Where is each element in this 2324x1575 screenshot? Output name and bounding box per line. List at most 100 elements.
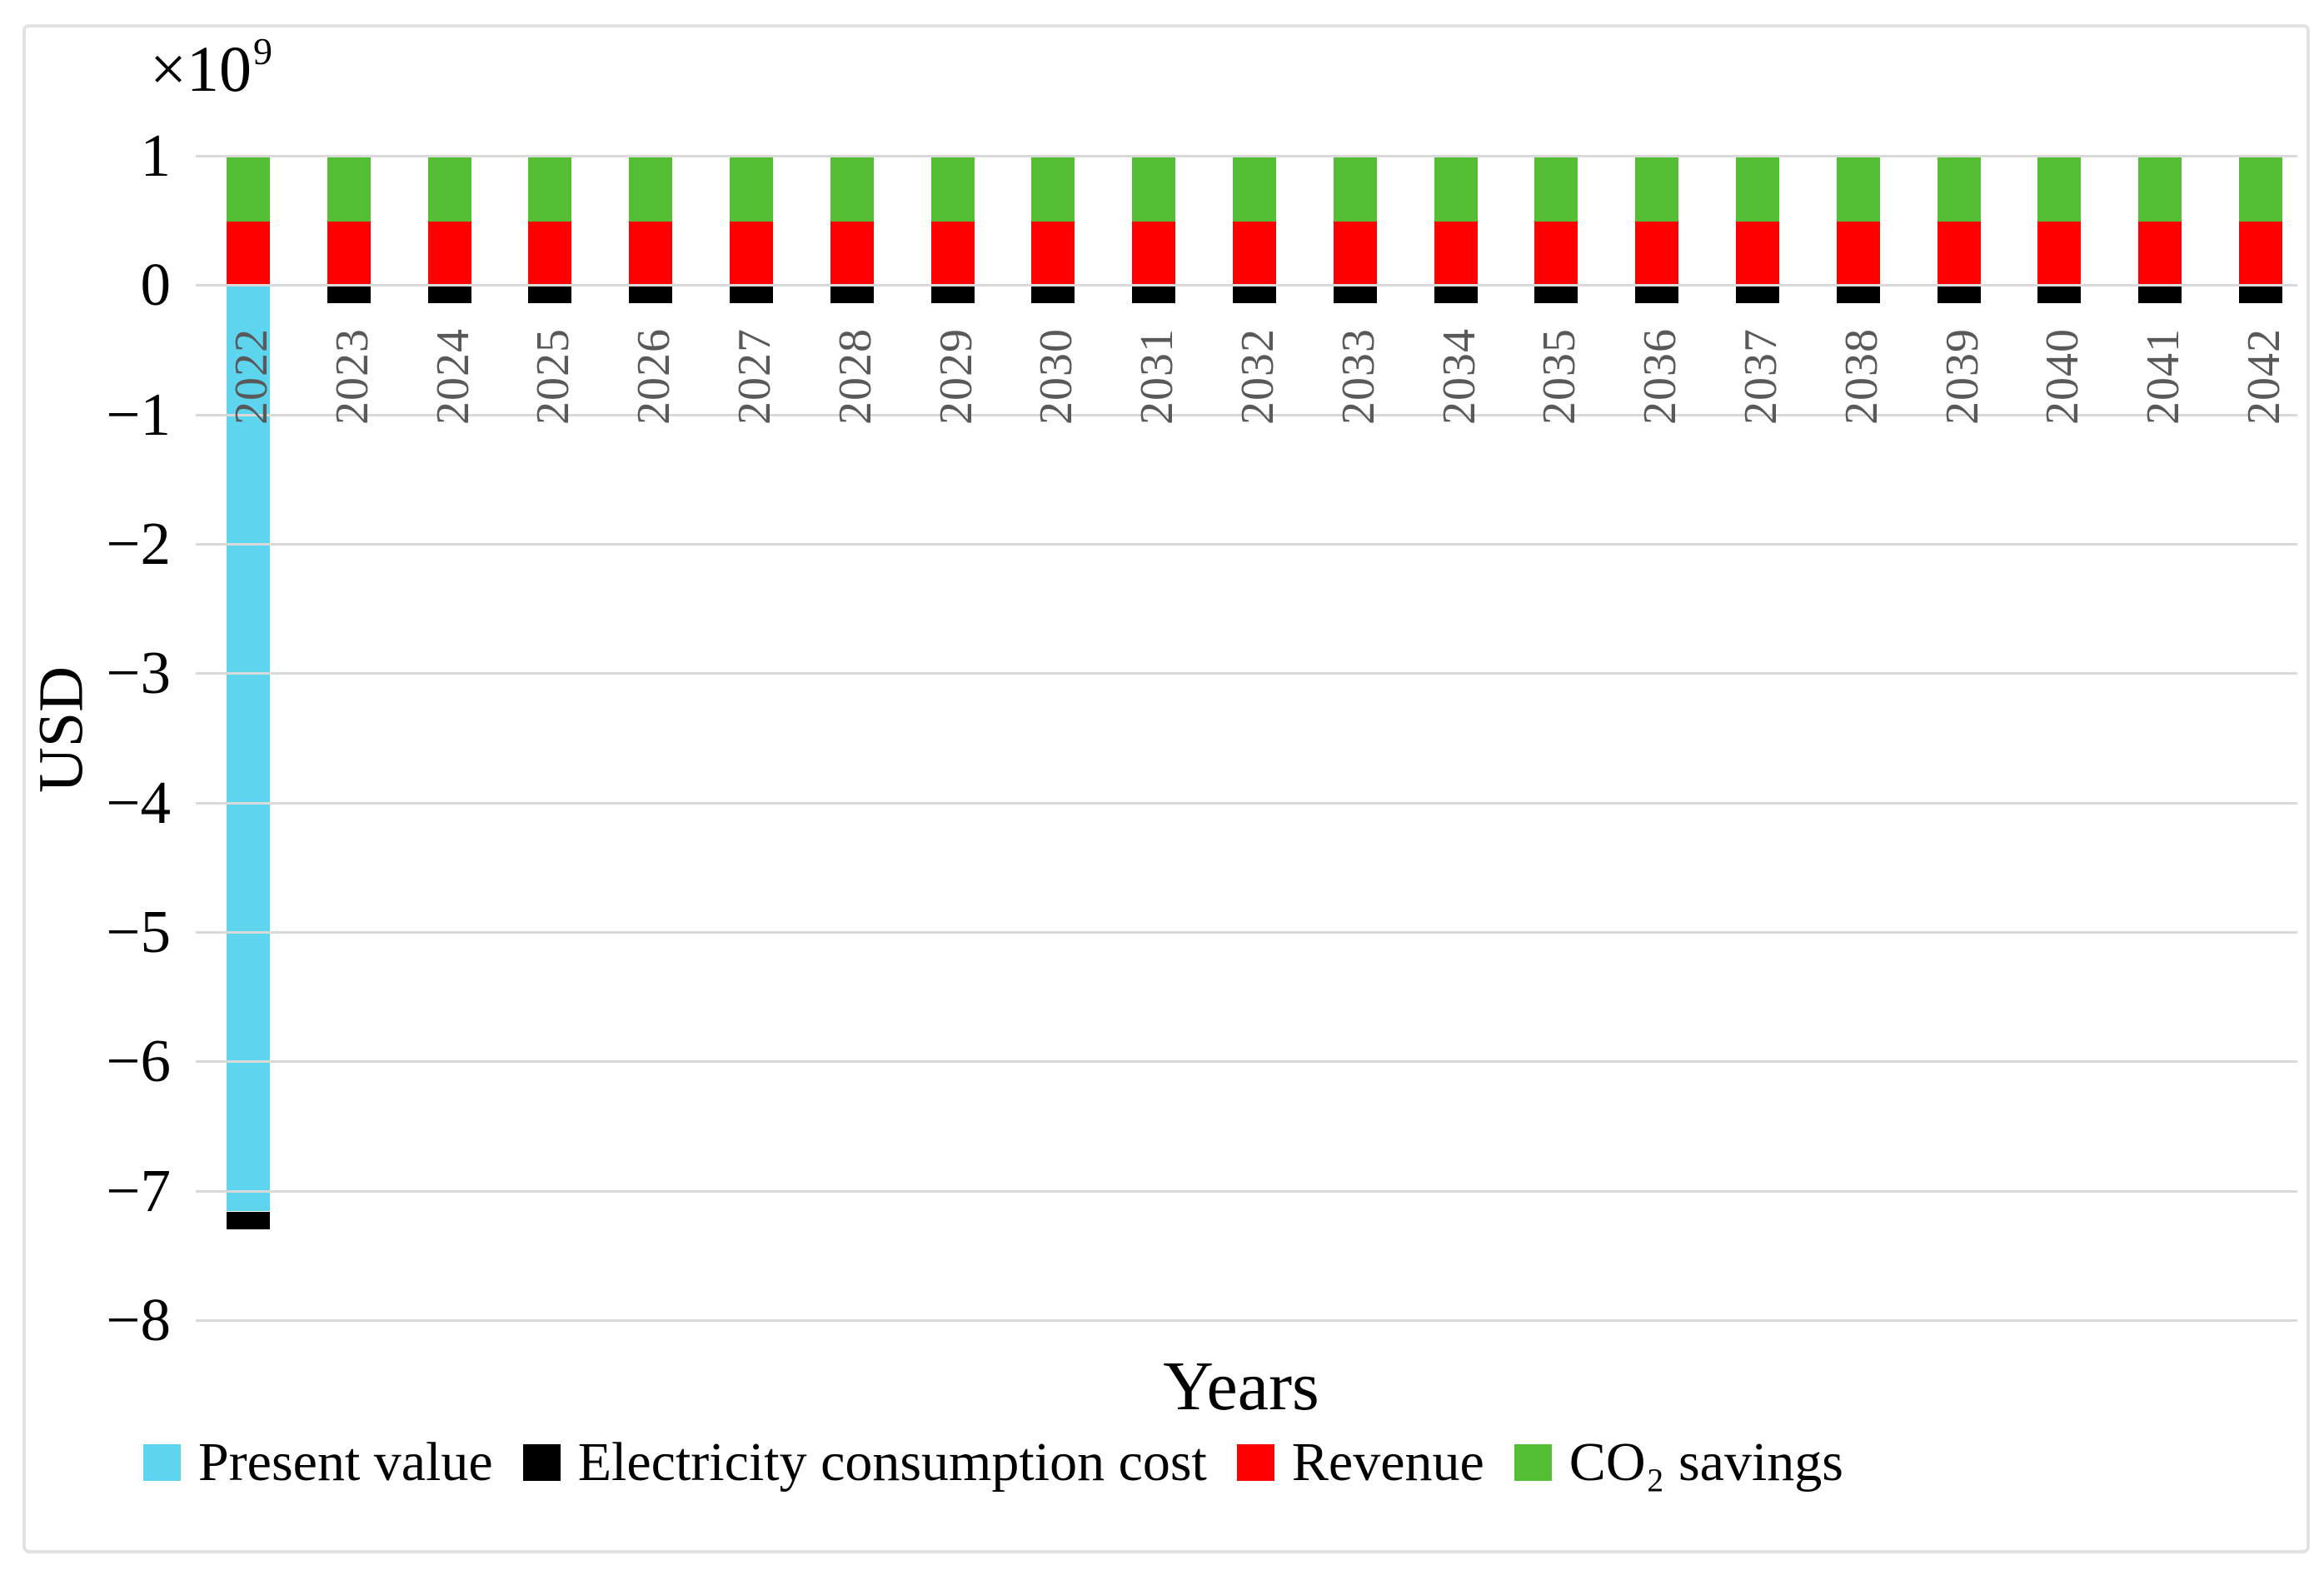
x-tick-label: 2032 bbox=[1232, 328, 1284, 425]
bar-segment bbox=[1937, 285, 1981, 303]
bar-segment bbox=[730, 285, 773, 303]
x-tick-label: 2029 bbox=[930, 328, 982, 425]
bar-segment bbox=[1233, 285, 1276, 303]
x-tick-label: 2024 bbox=[426, 328, 479, 425]
bar-segment bbox=[327, 222, 371, 286]
bar-segment bbox=[1333, 222, 1377, 286]
gridline bbox=[196, 672, 2297, 675]
bar-segment bbox=[2037, 285, 2082, 303]
bar-segment bbox=[2037, 222, 2082, 286]
bar-segment bbox=[930, 156, 975, 222]
bar-segment bbox=[1736, 285, 1779, 303]
gridline bbox=[196, 1189, 2297, 1193]
legend-item-revenue: Revenue bbox=[1236, 1431, 1484, 1494]
x-tick-label: 2031 bbox=[1131, 328, 1184, 425]
x-tick-label: 2041 bbox=[2137, 328, 2190, 425]
legend-swatch-present-value bbox=[143, 1444, 181, 1481]
bar-segment bbox=[930, 285, 975, 303]
bar-segment bbox=[1836, 285, 1880, 303]
y-axis-multiplier-exponent: 9 bbox=[253, 30, 272, 72]
gridline bbox=[196, 413, 2297, 416]
x-tick-label: 2035 bbox=[1534, 328, 1586, 425]
bar-segment bbox=[1736, 156, 1779, 222]
y-tick-label: −3 bbox=[106, 639, 171, 707]
bar-segment bbox=[1031, 156, 1075, 222]
x-tick-label: 2028 bbox=[829, 328, 881, 425]
x-tick-label: 2042 bbox=[2238, 328, 2290, 425]
x-tick-label: 2039 bbox=[1936, 328, 1988, 425]
bar-segment bbox=[1434, 222, 1478, 286]
x-tick-label: 2025 bbox=[527, 328, 580, 425]
bar-segment bbox=[327, 285, 371, 303]
legend-label-revenue: Revenue bbox=[1291, 1432, 1484, 1493]
figure-border bbox=[22, 24, 2310, 1553]
x-tick-label: 2037 bbox=[1735, 328, 1787, 425]
bar-segment bbox=[1836, 222, 1880, 286]
legend-label-present-value: Present value bbox=[198, 1432, 493, 1493]
bar-segment bbox=[227, 1211, 270, 1230]
x-tick-label: 2023 bbox=[326, 328, 378, 425]
bar-segment bbox=[1333, 156, 1377, 222]
y-axis-multiplier-base: ×10 bbox=[150, 32, 252, 105]
bar-segment bbox=[1434, 156, 1478, 222]
gridline bbox=[196, 1060, 2297, 1064]
legend: Present value Electricity consumption co… bbox=[143, 1431, 1843, 1494]
bar-segment bbox=[2138, 285, 2182, 303]
bar-segment bbox=[930, 222, 975, 286]
y-tick-label: −2 bbox=[106, 510, 171, 577]
y-axis-title: USD bbox=[26, 665, 97, 794]
bar-segment bbox=[227, 285, 270, 1212]
bar-segment bbox=[1937, 156, 1981, 222]
bar-segment bbox=[1233, 222, 1276, 286]
bar-segment bbox=[1635, 222, 1679, 286]
bar-segment bbox=[1534, 156, 1578, 222]
gridline bbox=[196, 801, 2297, 805]
legend-swatch-revenue bbox=[1236, 1444, 1274, 1481]
bar-segment bbox=[427, 285, 471, 303]
y-tick-label: 1 bbox=[140, 122, 172, 189]
x-tick-label: 2030 bbox=[1030, 328, 1083, 425]
bar-segment bbox=[1434, 285, 1478, 303]
gridline bbox=[196, 284, 2297, 287]
bar-segment bbox=[1132, 222, 1176, 286]
x-tick-label: 2038 bbox=[1835, 328, 1888, 425]
legend-item-co2-savings: CO₂ savings bbox=[1514, 1431, 1843, 1494]
y-axis-multiplier: ×109 bbox=[150, 30, 272, 107]
bar-segment bbox=[2138, 156, 2182, 222]
bar-segment bbox=[427, 156, 471, 222]
bar-segment bbox=[1132, 285, 1176, 303]
y-tick-label: −4 bbox=[106, 768, 171, 836]
bar-segment bbox=[1333, 285, 1377, 303]
bar-segment bbox=[528, 222, 572, 286]
y-tick-label: −8 bbox=[106, 1286, 171, 1353]
y-tick-label: −5 bbox=[106, 898, 171, 965]
bar-segment bbox=[730, 156, 773, 222]
y-tick-label: −7 bbox=[106, 1156, 171, 1224]
legend-item-electricity-cost: Electricity consumption cost bbox=[522, 1431, 1207, 1494]
legend-label-co2-savings: CO₂ savings bbox=[1568, 1432, 1843, 1493]
bar-segment bbox=[2239, 156, 2282, 222]
x-tick-label: 2027 bbox=[729, 328, 780, 425]
bar-segment bbox=[2037, 156, 2082, 222]
bar-segment bbox=[528, 285, 572, 303]
bar-segment bbox=[1534, 285, 1578, 303]
bar-segment bbox=[1736, 222, 1779, 286]
bar-segment bbox=[1233, 156, 1276, 222]
bar-segment bbox=[1534, 222, 1578, 286]
bar-segment bbox=[730, 222, 773, 286]
bar-segment bbox=[1031, 285, 1075, 303]
legend-label-electricity-cost: Electricity consumption cost bbox=[577, 1432, 1207, 1493]
bar-segment bbox=[1635, 156, 1679, 222]
x-tick-label: 2026 bbox=[628, 328, 681, 425]
bar-segment bbox=[227, 156, 270, 222]
legend-swatch-co2-savings bbox=[1514, 1444, 1552, 1481]
bar-segment bbox=[830, 222, 874, 286]
bar-segment bbox=[1836, 156, 1880, 222]
x-tick-label: 2034 bbox=[1433, 328, 1485, 425]
x-tick-label: 2022 bbox=[226, 328, 277, 425]
bar-segment bbox=[1031, 222, 1075, 286]
legend-item-present-value: Present value bbox=[143, 1431, 493, 1494]
bar-segment bbox=[830, 156, 874, 222]
y-tick-label: 0 bbox=[140, 251, 172, 319]
